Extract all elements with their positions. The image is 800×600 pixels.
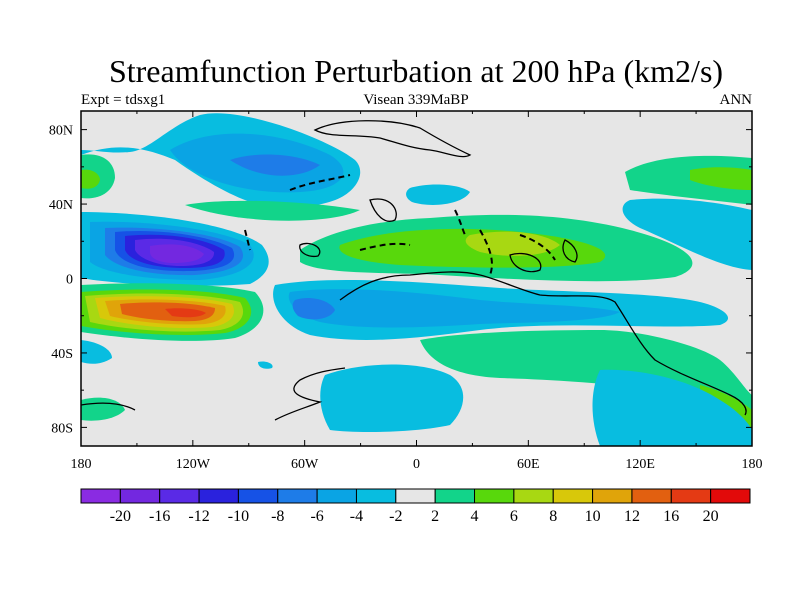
- contour-w-pacific-neg: [622, 198, 752, 270]
- contour-ne-pos-core: [690, 167, 752, 190]
- contour-arctic-core: [230, 154, 320, 176]
- map-panel: 180 120W 60W 0 60E 120E 180 80N 40N 0 40S 80S: [49, 110, 763, 472]
- colorbar-label: 2: [431, 508, 439, 525]
- lon-tick-label: 120W: [176, 457, 211, 472]
- right-subtitle: ANN: [720, 92, 753, 108]
- lat-tick-label: 80N: [49, 124, 73, 139]
- contour-se-neg: [320, 364, 464, 433]
- colorbar-label: -16: [149, 508, 170, 525]
- contour-se-neg2: [592, 369, 752, 446]
- colorbar-swatch: [355, 488, 397, 504]
- colorbar-label: -4: [350, 508, 363, 525]
- colorbar-swatch: [513, 488, 554, 504]
- colorbar-label: -10: [228, 508, 249, 525]
- lon-tick-labels: 180 120W 60W 0 60E 120E 180: [71, 457, 763, 472]
- colorbar-label: -8: [271, 508, 284, 525]
- colorbar: -20 -16 -12 -10 -8 -6 -4 -2 2 4 6 8 10 12 16 20: [80, 488, 751, 525]
- colorbar-label: 20: [703, 508, 719, 525]
- paleo-coastlines-dashed: [244, 174, 556, 276]
- colorbar-swatch: [119, 488, 161, 504]
- colorbar-label: 4: [471, 508, 479, 525]
- colorbar-label: 10: [585, 508, 601, 525]
- colorbar-swatch: [631, 488, 672, 504]
- contour-n-atlantic-neg: [406, 184, 470, 205]
- lon-tick-label: 180: [71, 457, 92, 472]
- contour-s-neg2: [288, 289, 620, 328]
- colorbar-label: -20: [110, 508, 131, 525]
- colorbar-label: 12: [624, 508, 640, 525]
- colorbar-label: 8: [549, 508, 557, 525]
- colorbar-swatch: [670, 488, 712, 504]
- colorbar-label: -2: [389, 508, 402, 525]
- contour-nw-pos-core: [81, 169, 100, 189]
- colorbar-swatch: [710, 488, 751, 504]
- lon-tick-label: 120E: [625, 457, 655, 472]
- colorbar-swatch: [552, 488, 594, 504]
- colorbar-label: -12: [188, 508, 209, 525]
- lon-tick-label: 60E: [517, 457, 540, 472]
- colorbar-label: 6: [510, 508, 518, 525]
- lat-tick-label: 40N: [49, 198, 73, 213]
- lat-tick-labels: 80N 40N 0 40S 80S: [49, 124, 73, 437]
- colorbar-swatch: [474, 488, 515, 504]
- contour-s-pos: [420, 330, 752, 430]
- contour-fills: [81, 113, 752, 446]
- contour-40n-pos: [185, 200, 360, 221]
- colorbar-swatch: [592, 488, 633, 504]
- left-subtitle: Expt = tdsxg1: [81, 92, 165, 108]
- center-subtitle: Visean 339MaBP: [363, 92, 468, 108]
- lat-tick-label: 0: [66, 273, 73, 288]
- contour-s-neg3: [292, 298, 335, 320]
- colorbar-label: 16: [663, 508, 679, 525]
- colorbar-swatch: [395, 488, 436, 504]
- chart-title: Streamfunction Perturbation at 200 hPa (…: [109, 53, 723, 89]
- lat-tick-label: 40S: [51, 347, 73, 362]
- contour-se-pacific-pos7: [165, 308, 206, 318]
- lon-tick-label: 0: [413, 457, 420, 472]
- contour-ne-pacific-neg7: [150, 244, 204, 263]
- contour-sw-neg: [81, 340, 112, 364]
- lon-tick-label: 60W: [291, 457, 319, 472]
- colorbar-swatch: [237, 488, 279, 504]
- lat-tick-label: 80S: [51, 421, 73, 436]
- colorbar-swatch: [277, 488, 318, 504]
- colorbar-swatch: [316, 488, 357, 504]
- contour-s-small-neg: [258, 361, 273, 369]
- paleo-coastlines: [81, 120, 747, 421]
- lon-tick-label: 180: [742, 457, 763, 472]
- colorbar-label: -6: [310, 508, 323, 525]
- colorbar-swatch: [159, 488, 200, 504]
- axis-ticks: [80, 111, 753, 446]
- colorbar-swatch: [434, 488, 476, 504]
- colorbar-swatch: [80, 488, 121, 504]
- colorbar-swatch: [198, 488, 239, 504]
